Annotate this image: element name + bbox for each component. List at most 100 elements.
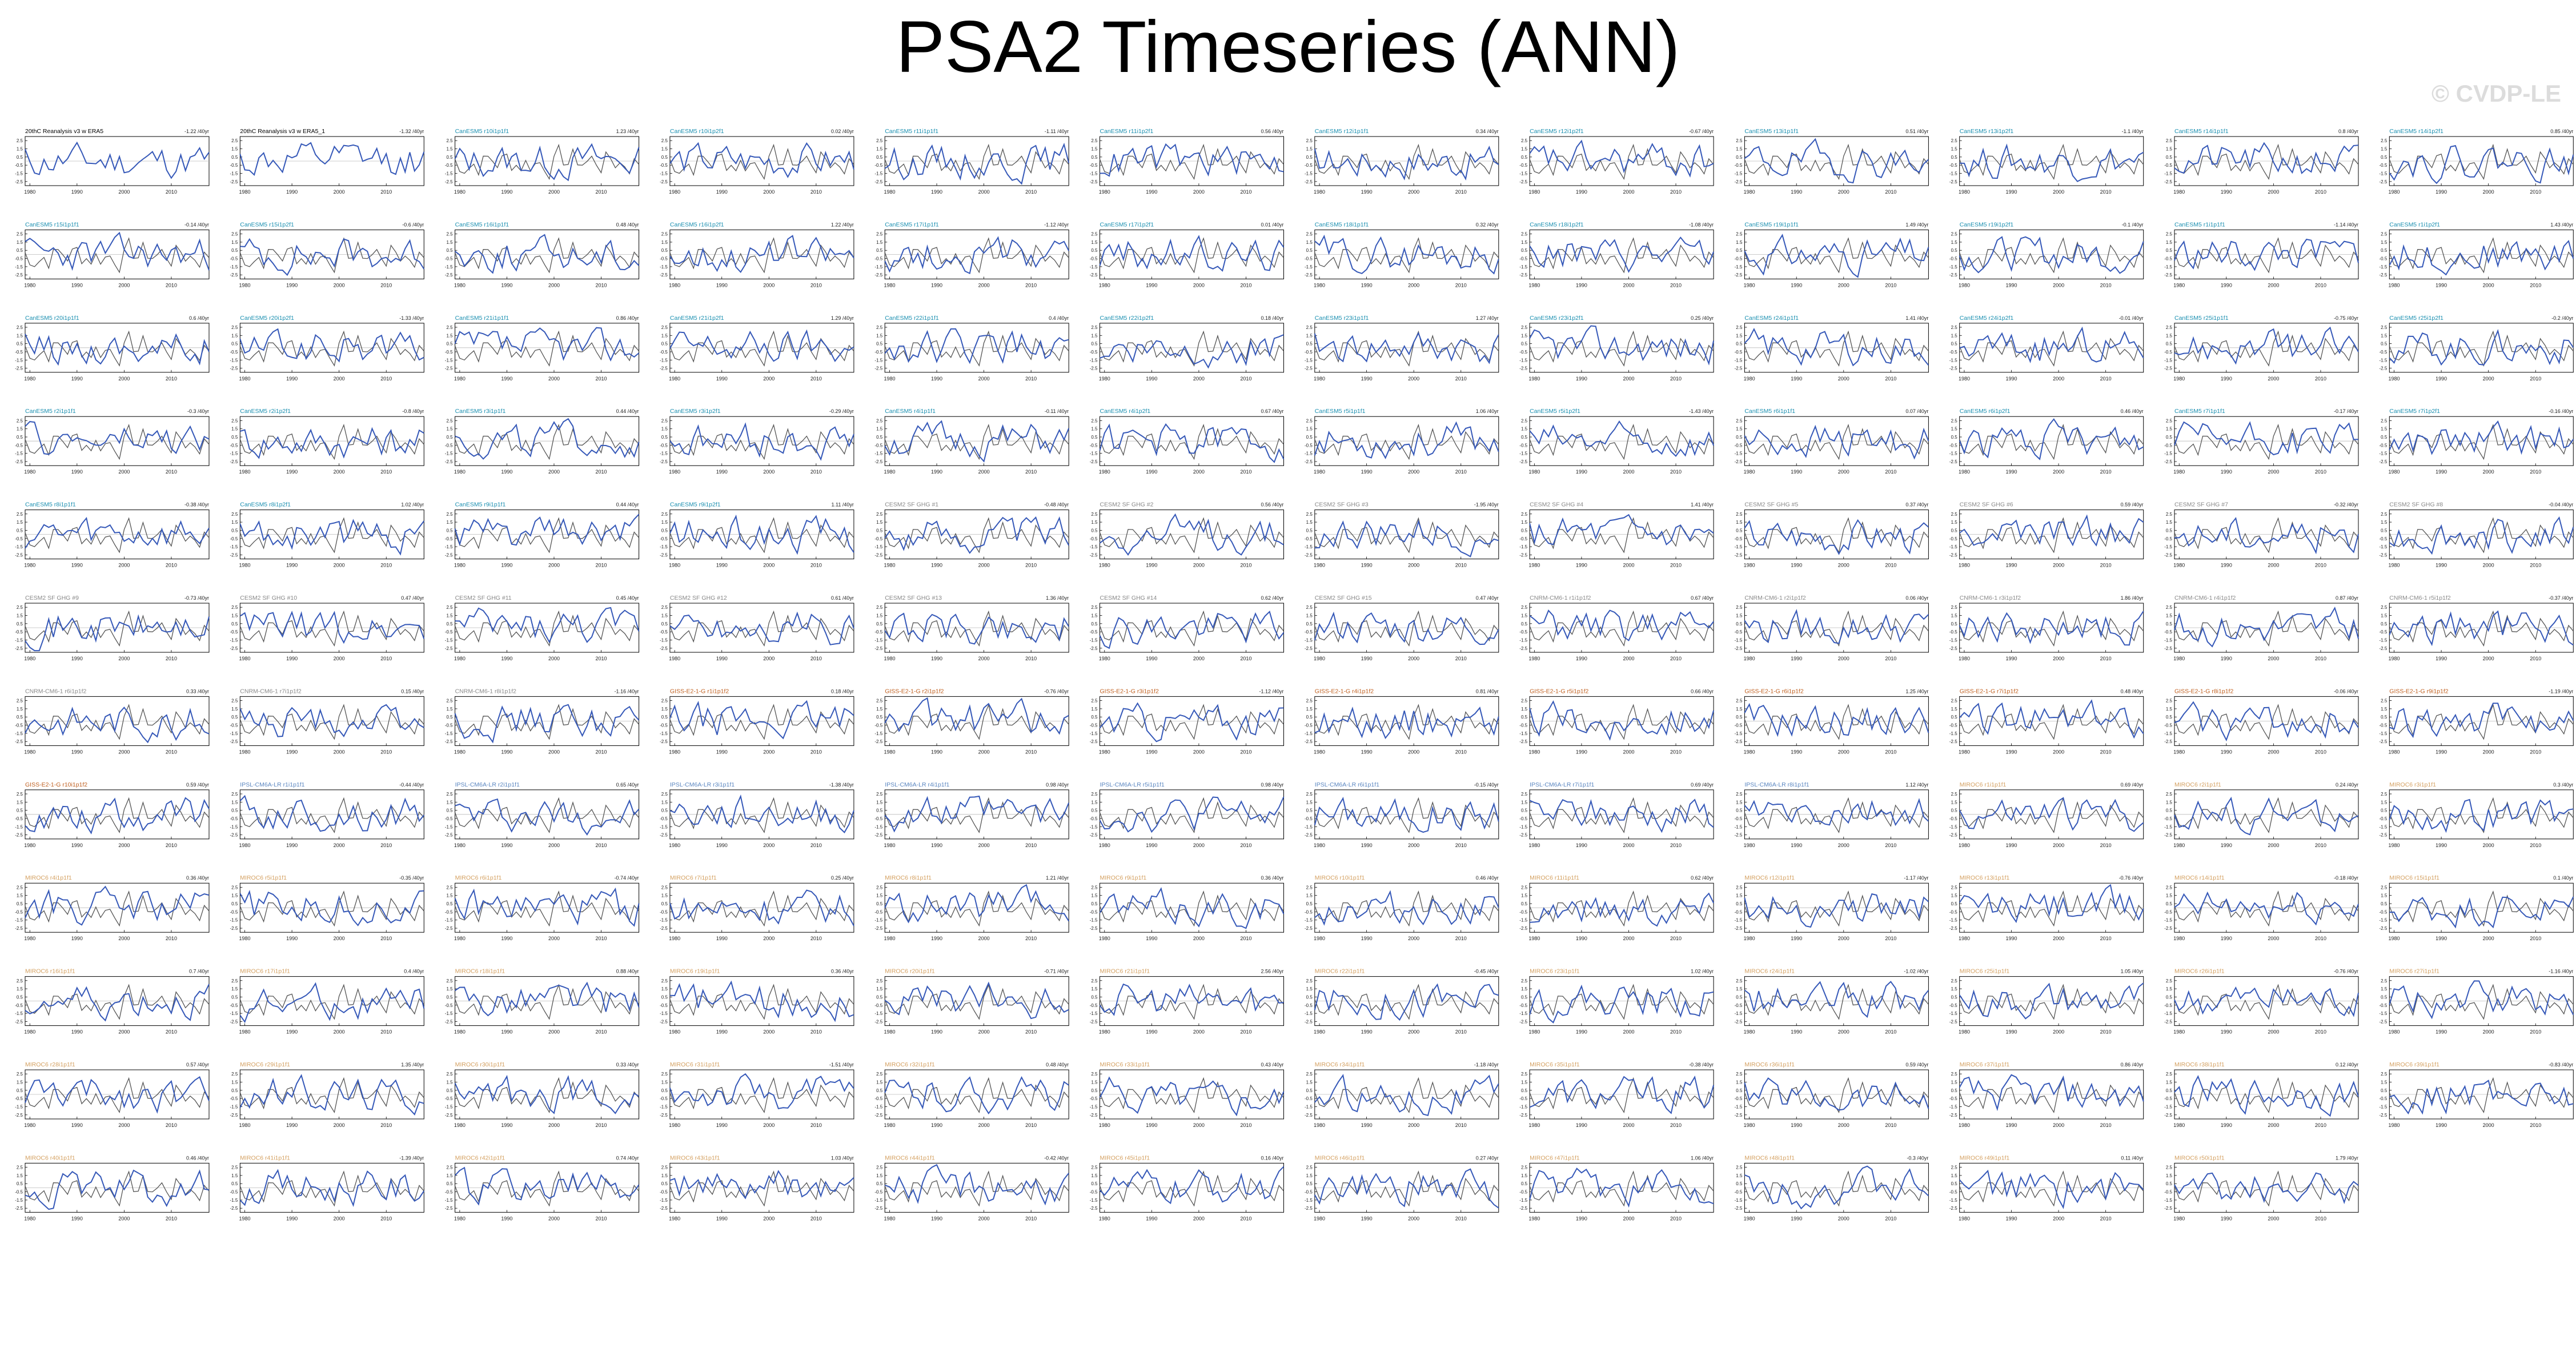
model-series-line (884, 142, 1070, 185)
obs-series-line (1744, 797, 1929, 833)
y-tick-label: -1.5 (1305, 1011, 1313, 1016)
y-tick-label: -1.5 (15, 358, 23, 363)
panel-trend: 1.06 /40yr (1691, 1155, 1714, 1161)
obs-series-line (25, 237, 210, 274)
model-series-line (2174, 421, 2359, 456)
y-tick-label: 0.5 (1736, 621, 1743, 627)
y-tick-label: -2.5 (1305, 739, 1313, 744)
panel-trend: -0.29 /40yr (829, 408, 854, 414)
y-tick-label: -1.5 (660, 918, 668, 923)
y-tick-label: 0.5 (661, 1181, 668, 1186)
panel-trend: 0.12 /40yr (2336, 1062, 2358, 1068)
x-tick-label: 2000 (334, 189, 345, 195)
panel-label: CNRM-CM6-1 r5i1p1f2 (2389, 595, 2451, 601)
x-tick-label: 2010 (1670, 1122, 1682, 1128)
y-tick-label: -0.5 (15, 256, 23, 262)
model-series-line (1099, 1076, 1285, 1117)
y-tick-label: -2.5 (1735, 739, 1743, 744)
y-tick-label: -2.5 (660, 1206, 668, 1211)
y-tick-label: 0.5 (876, 994, 883, 1000)
x-tick-label: 2000 (1838, 842, 1849, 848)
x-tick-label: 1990 (931, 376, 942, 382)
y-tick-label: -1.5 (660, 171, 668, 176)
x-tick-label: 2010 (810, 469, 822, 475)
y-tick-label: -2.5 (230, 1113, 238, 1118)
y-tick-label: 0.5 (446, 715, 453, 720)
x-tick-label: 1980 (884, 842, 895, 848)
x-tick-label: 2000 (118, 469, 130, 475)
x-tick-label: 2010 (2530, 1029, 2541, 1035)
obs-series-line (2389, 890, 2574, 927)
y-tick-label: 0.5 (1951, 528, 1958, 533)
x-tick-label: 2010 (1240, 563, 1251, 568)
x-tick-label: 2010 (1455, 656, 1467, 661)
x-tick-label: 1990 (1576, 1215, 1587, 1221)
x-tick-label: 1980 (239, 1122, 251, 1128)
y-tick-label: 1.5 (446, 333, 453, 338)
panel-label: MIROC6 r50i1p1f1 (2174, 1154, 2225, 1161)
model-series-line (454, 1074, 640, 1114)
obs-series-line (2389, 1077, 2574, 1114)
panel: CanESM5 r23i1p2f1 0.25 /40yr2.51.50.5-0.5… (1519, 315, 1715, 382)
model-series-line (884, 236, 1070, 275)
x-tick-label: 2000 (2268, 842, 2279, 848)
y-tick-label: 1.5 (1091, 240, 1098, 245)
panel: CanESM5 r22i1p2f1 0.18 /40yr2.51.50.5-0.5… (1090, 315, 1284, 382)
model-series-line (25, 1169, 210, 1210)
panel-trend: -0.01 /40yr (2119, 315, 2144, 321)
y-tick-label: -2.5 (874, 179, 882, 184)
model-series-line (1529, 609, 1714, 641)
obs-series-line (1099, 237, 1284, 274)
panel: CanESM5 r13i1p1f1 0.51 /40yr2.51.50.5-0.5… (1735, 128, 1929, 195)
x-tick-label: 1990 (2006, 656, 2017, 661)
panel-trend: 0.37 /40yr (1905, 502, 1928, 508)
y-tick-label: 0.5 (446, 435, 453, 440)
y-tick-label: 2.5 (1306, 325, 1313, 330)
y-tick-label: 0.5 (446, 1088, 453, 1093)
panel-trend: -1.51 /40yr (829, 1062, 854, 1068)
y-tick-label: 0.5 (2166, 808, 2173, 813)
x-tick-label: 2000 (1623, 1122, 1634, 1128)
x-tick-label: 2000 (978, 1122, 990, 1128)
panel: MIROC6 r50i1p1f1 1.79 /40yr2.51.50.5-0.5-… (2164, 1154, 2359, 1221)
y-tick-label: -1.5 (2164, 544, 2172, 549)
y-tick-label: -2.5 (1519, 1206, 1527, 1211)
y-tick-label: -1.5 (2380, 1105, 2388, 1110)
x-tick-label: 2000 (978, 656, 990, 661)
obs-series-line (239, 984, 424, 1020)
x-tick-label: 2000 (1838, 1215, 1849, 1221)
y-tick-label: -0.5 (660, 163, 668, 168)
panel-label: CanESM5 r12i1p1f1 (1315, 128, 1369, 135)
model-series-line (1529, 1076, 1715, 1114)
x-tick-label: 1990 (931, 469, 942, 475)
y-tick-label: 0.5 (876, 155, 883, 160)
panel-trend: 0.18 /40yr (831, 688, 854, 694)
y-tick-label: -1.5 (15, 451, 23, 456)
model-series-line (1959, 514, 2144, 547)
y-tick-label: -2.5 (1735, 272, 1743, 278)
x-tick-label: 2010 (166, 282, 177, 288)
y-tick-label: 1.5 (661, 147, 668, 152)
obs-series-line (1744, 517, 1929, 553)
panel-label: CanESM5 r6i1p2f1 (1960, 408, 2011, 415)
panel-label: MIROC6 r27i1p1f1 (2389, 968, 2439, 975)
y-tick-label: 1.5 (2381, 520, 2388, 525)
x-tick-label: 1980 (884, 1029, 895, 1035)
x-tick-label: 1980 (1744, 1029, 1755, 1035)
y-tick-label: -1.5 (874, 171, 882, 176)
panel-trend: -0.14 /40yr (184, 222, 209, 227)
x-tick-label: 1990 (286, 282, 298, 288)
y-tick-label: 0.5 (2166, 248, 2173, 253)
y-tick-label: 1.5 (1521, 1080, 1528, 1085)
y-tick-label: 2.5 (661, 325, 668, 330)
x-tick-label: 1980 (24, 563, 35, 568)
x-tick-label: 2000 (1193, 656, 1205, 661)
y-tick-label: 2.5 (446, 512, 453, 517)
x-tick-label: 1980 (239, 936, 251, 941)
panel-label: CanESM5 r21i1p2f1 (670, 315, 724, 322)
x-tick-label: 1990 (1576, 749, 1587, 755)
y-tick-label: -0.5 (445, 909, 453, 914)
y-tick-label: -1.5 (2380, 824, 2388, 829)
y-tick-label: 2.5 (446, 978, 453, 984)
